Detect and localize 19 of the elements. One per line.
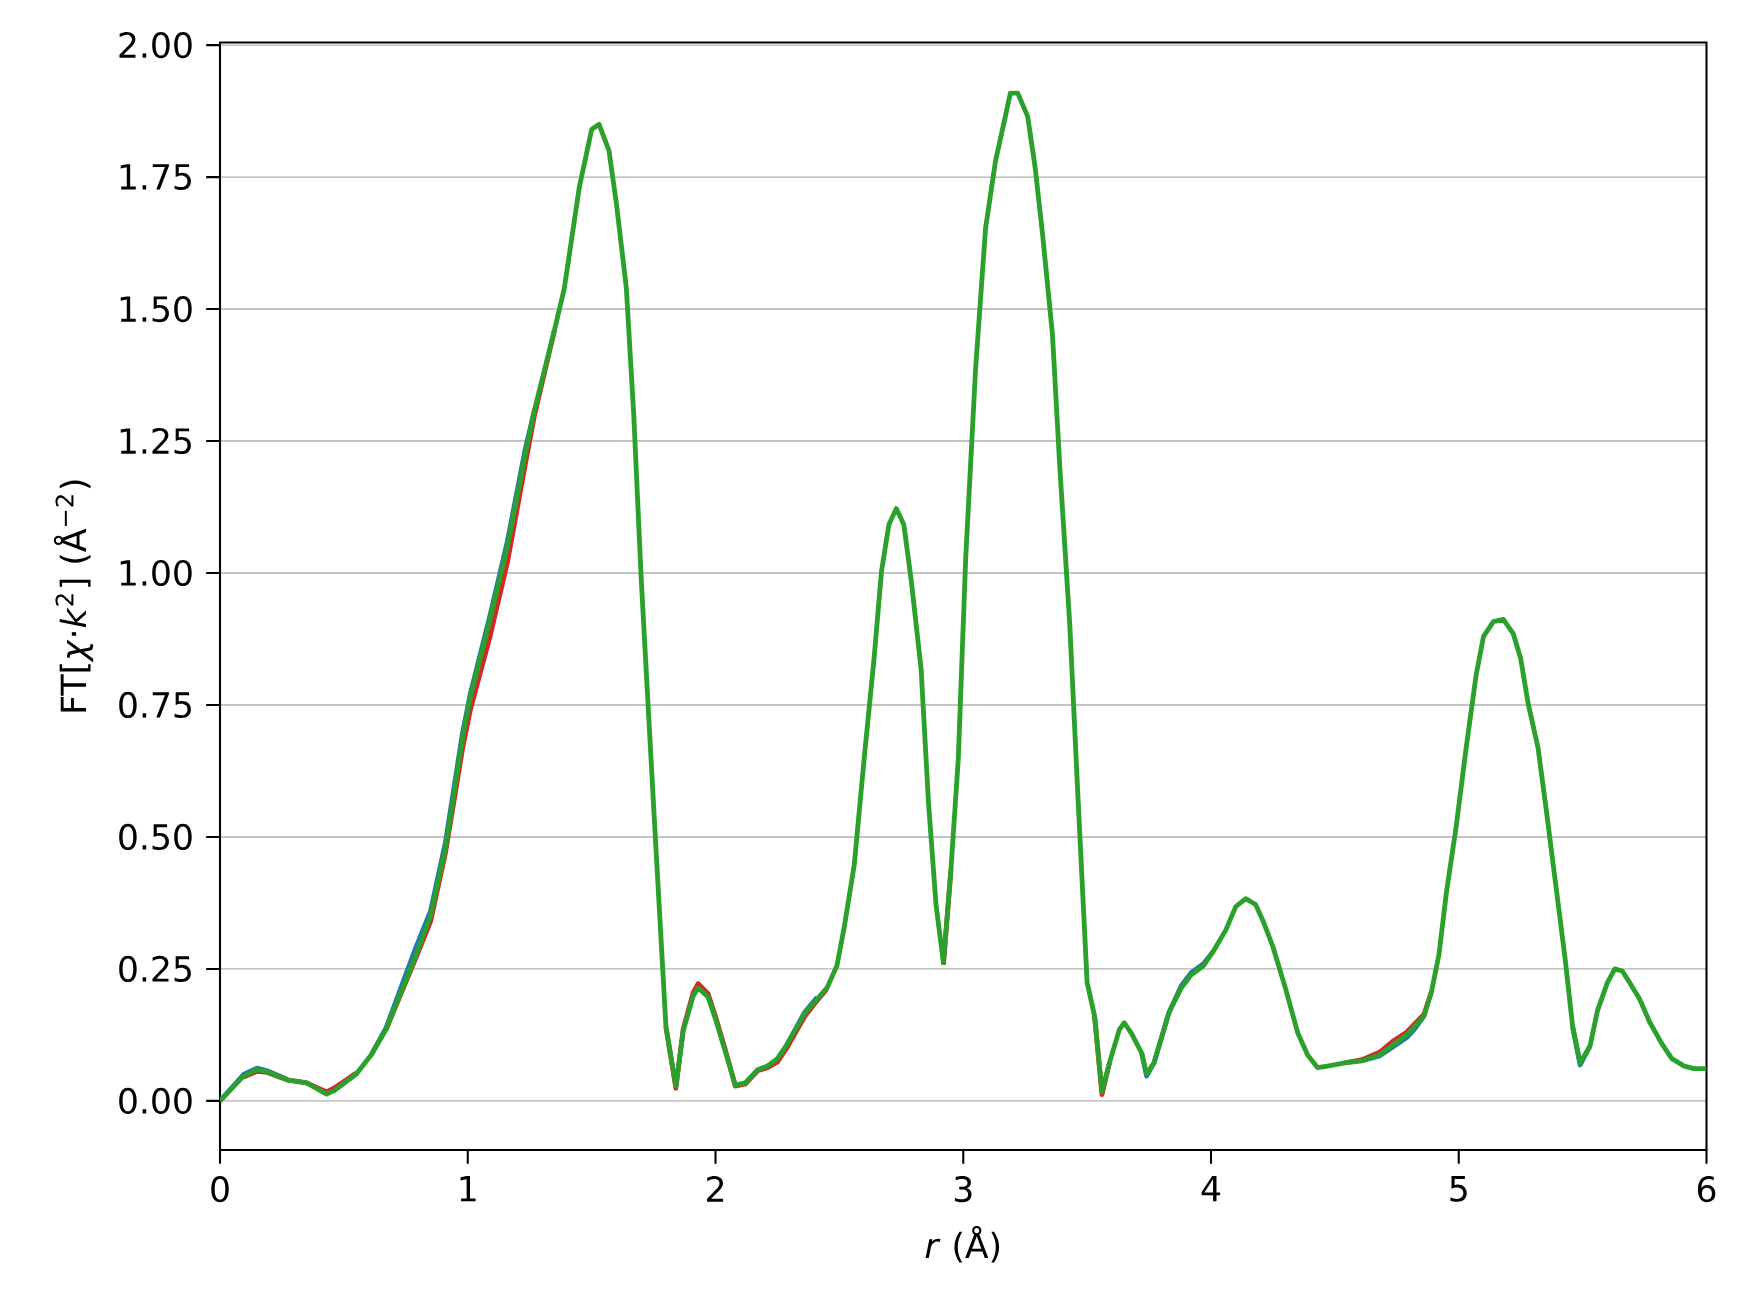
x-tick-label: 5: [1450, 1176, 1467, 1202]
x-tick-label: 6: [1697, 1176, 1716, 1203]
y-tick-label: 0.25: [119, 955, 191, 982]
x-tick-label: 3: [954, 1176, 972, 1203]
x-tick-label: 4: [1201, 1176, 1221, 1202]
y-tick-label: 0.50: [119, 823, 192, 851]
y-tick-label: 1.50: [120, 295, 192, 323]
line-series: [220, 90, 1707, 1104]
y-axis-title: FT[χ·k$^{2}$] (Å$^{−2}$): [53, 480, 94, 712]
y-tick-label: 0.75: [119, 691, 191, 719]
x-tick-label: 0: [211, 1176, 229, 1203]
y-tick-label: 2.00: [119, 32, 192, 59]
x-axis-title: r (Å): [925, 1225, 1000, 1263]
y-tick-label: 0.00: [119, 1087, 192, 1114]
y-tick-label: 1.25: [120, 427, 191, 455]
y-tick-label: 1.00: [120, 559, 192, 587]
y-tick-label: 1.75: [120, 164, 191, 190]
x-tick-label: 1: [460, 1176, 476, 1202]
x-tick-label: 2: [707, 1176, 724, 1202]
